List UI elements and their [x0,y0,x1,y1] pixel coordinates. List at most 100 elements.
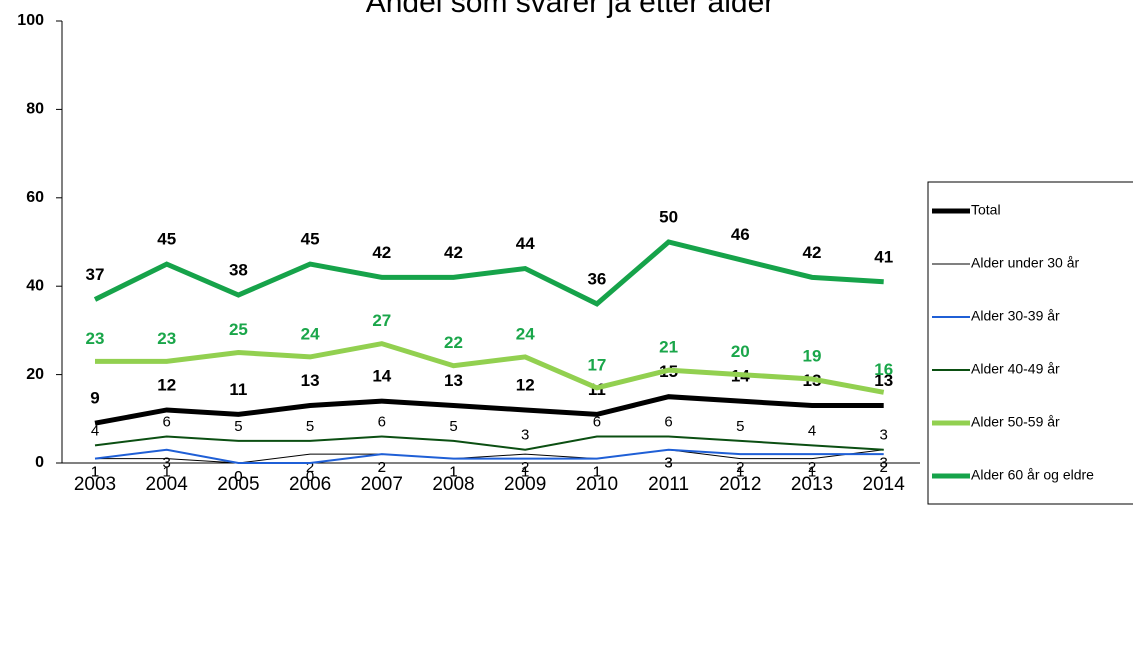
data-label: 1 [736,464,744,481]
data-label: 11 [229,380,247,399]
data-label: 4 [91,422,99,439]
data-label: 24 [516,324,535,343]
data-label: 3 [664,455,672,472]
data-label: 19 [803,347,822,366]
data-label: 45 [301,230,320,249]
data-label: 45 [157,230,176,249]
legend-label: Total [971,202,1001,218]
legend-label: Alder 40-49 år [971,361,1060,377]
data-label: 3 [880,427,888,444]
data-label: 5 [449,418,457,435]
x-tick-label: 2011 [648,474,689,495]
y-tick-label: 100 [17,12,44,29]
x-tick-label: 2013 [791,474,833,495]
series-line [95,341,885,395]
data-label: 42 [372,243,391,262]
data-label: 6 [593,413,601,430]
data-label: 2 [880,459,888,476]
data-label: 2 [521,459,529,476]
data-label: 2 [736,459,744,476]
data-label: 0 [234,468,242,485]
data-label: 1 [449,464,457,481]
y-tick-label: 60 [26,189,44,206]
data-label: 36 [587,269,606,288]
x-tick-label: 2007 [361,474,403,495]
data-label: 2 [378,459,386,476]
data-label: 17 [587,355,606,374]
data-label: 23 [157,329,176,348]
x-tick-label: 2008 [432,474,474,495]
data-label: 9 [90,389,99,408]
data-label: 24 [301,324,320,343]
series-line [94,448,884,464]
data-label: 13 [874,371,893,390]
y-tick-label: 40 [26,277,44,294]
data-label: 1 [163,464,171,481]
data-label: 6 [378,413,386,430]
data-label: 20 [731,342,750,361]
data-label: 1 [593,464,601,481]
chart-title: Andel som svarer ja etter alder [366,0,775,19]
data-label: 42 [803,243,822,262]
data-label: 3 [163,455,171,472]
data-label: 37 [86,265,105,284]
x-tick-label: 2009 [504,474,546,495]
x-tick-label: 2010 [576,474,618,495]
y-tick-label: 20 [26,366,44,383]
data-label: 14 [372,367,391,386]
data-label: 1 [449,464,457,481]
legend-label: Alder under 30 år [971,255,1080,271]
data-label: 1 [808,464,816,481]
data-label: 12 [157,375,176,394]
data-label: 41 [874,247,893,266]
y-tick-label: 0 [35,454,44,471]
data-label: 38 [229,261,248,280]
x-tick-label: 2003 [74,474,116,495]
x-tick-label: 2012 [719,474,761,495]
data-label: 1 [91,464,99,481]
series-line [93,239,884,307]
data-label: 13 [301,371,320,390]
data-label: 0 [234,468,242,485]
data-label: 25 [229,320,248,339]
data-label: 22 [444,333,463,352]
data-label: 2 [808,459,816,476]
data-label: 6 [163,413,171,430]
series-line [94,435,884,451]
data-label: 2 [378,459,386,476]
x-tick-label: 2006 [289,474,331,495]
data-label: 21 [659,338,678,357]
data-label: 5 [736,418,744,435]
x-tick-label: 2004 [146,474,189,495]
legend-label: Alder 50-59 år [971,414,1060,430]
data-label: 23 [86,329,105,348]
data-label: 27 [372,311,391,330]
data-label: 1 [91,464,99,481]
data-label: 4 [808,422,816,439]
data-label: 1 [521,464,529,481]
y-tick-label: 80 [26,101,44,118]
data-label: 16 [874,360,893,379]
data-label: 44 [516,234,535,253]
data-label: 42 [444,243,463,262]
data-label: 3 [880,455,888,472]
legend-label: Alder 60 år og eldre [971,467,1094,483]
data-label: 5 [306,418,314,435]
data-label: 3 [521,427,529,444]
x-tick-label: 2014 [863,474,906,495]
data-label: 46 [731,225,750,244]
data-label: 6 [664,413,672,430]
series-line [94,394,884,426]
series-line [95,449,884,464]
data-label: 0 [306,468,314,485]
x-tick-label: 2005 [217,474,259,495]
data-label: 1 [593,464,601,481]
legend-label: Alder 30-39 år [971,308,1060,324]
legend [927,181,1133,505]
data-label: 3 [664,455,672,472]
data-label: 5 [234,418,242,435]
data-label: 2 [306,459,314,476]
data-label: 12 [516,375,535,394]
data-label: 50 [659,207,678,226]
